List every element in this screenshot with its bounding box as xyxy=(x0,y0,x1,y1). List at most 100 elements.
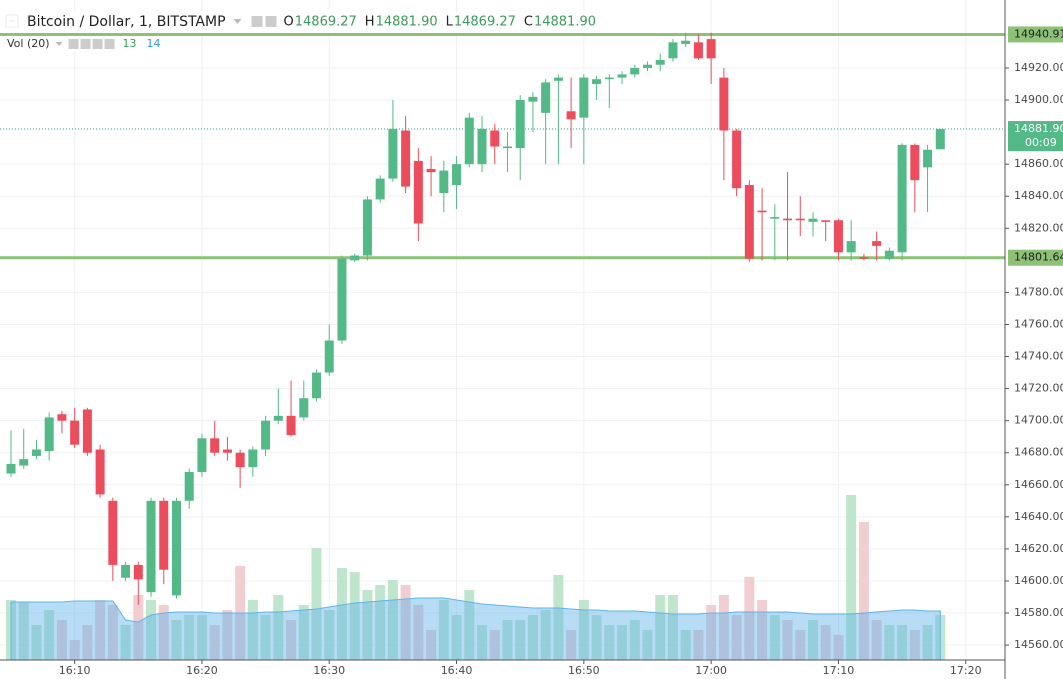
volume-bar xyxy=(349,572,360,660)
volume-bar xyxy=(146,600,157,660)
y-tick-label: 14860.00 xyxy=(1014,157,1063,170)
candle-body xyxy=(528,96,538,102)
ohlc-value: 14881.90 xyxy=(534,15,596,30)
candle-body xyxy=(579,77,589,118)
candle-body xyxy=(859,257,869,259)
volume-bar xyxy=(451,615,462,660)
volume-bar xyxy=(426,630,437,660)
volume-bar xyxy=(489,630,500,660)
volume-bar xyxy=(400,585,411,660)
candle-body xyxy=(324,340,334,373)
volume-bar xyxy=(515,620,526,660)
candle-body xyxy=(108,500,118,565)
candle-body xyxy=(668,42,678,59)
candle-body xyxy=(439,170,449,194)
candle-body xyxy=(808,218,818,222)
y-tick-label: 14600.00 xyxy=(1014,574,1063,587)
candle-body xyxy=(286,415,296,436)
volume-bar xyxy=(731,615,742,660)
volume-bar xyxy=(655,595,666,660)
x-tick-label: 16:10 xyxy=(59,664,91,677)
volume-bar xyxy=(222,610,233,660)
candle-body xyxy=(401,130,411,187)
volume-bar xyxy=(540,610,551,660)
settings-icon xyxy=(265,16,277,27)
candle-body xyxy=(299,398,309,418)
x-tick-label: 16:30 xyxy=(313,664,345,677)
candle-body xyxy=(44,417,54,452)
y-tick-label: 14900.00 xyxy=(1014,93,1063,106)
candle-body xyxy=(210,438,220,453)
volume-bar xyxy=(171,620,182,660)
volume-bar xyxy=(107,605,118,660)
candle-body xyxy=(413,160,423,224)
volume-bar xyxy=(477,625,488,660)
candle-body xyxy=(910,144,920,181)
volume-bar xyxy=(820,625,831,660)
volume-bar xyxy=(286,620,297,660)
candle-body xyxy=(490,130,500,147)
candle-body xyxy=(184,471,194,501)
last-price-label: 14881.90 xyxy=(1014,122,1063,135)
candle-body xyxy=(541,82,551,113)
candle-body xyxy=(426,168,436,173)
indicator-icon xyxy=(104,39,115,49)
volume-bar xyxy=(273,595,284,660)
ohlc-value: 14881.90 xyxy=(376,15,438,30)
candle-body xyxy=(171,500,181,596)
x-tick-label: 16:40 xyxy=(441,664,473,677)
volume-bar xyxy=(795,630,806,660)
candle-body xyxy=(617,74,627,78)
volume-bar xyxy=(667,595,678,660)
volume-bar xyxy=(56,620,67,660)
candle-body xyxy=(273,415,283,421)
volume-bar xyxy=(871,620,882,660)
candle-body xyxy=(630,67,640,75)
volume-bar xyxy=(909,630,920,660)
countdown-label: 00:09 xyxy=(1025,136,1057,149)
volume-bar xyxy=(362,590,373,660)
volume-bar xyxy=(578,600,589,660)
volume-bar xyxy=(31,625,42,660)
volume-bar xyxy=(438,600,449,660)
dropdown-icon[interactable] xyxy=(233,19,242,24)
candle-body xyxy=(375,178,385,200)
x-tick-label: 17:00 xyxy=(695,664,727,677)
candle-body xyxy=(732,130,742,189)
volume-bar xyxy=(769,615,780,660)
volume-bar xyxy=(18,602,29,660)
candles xyxy=(6,32,945,606)
volume-bar xyxy=(846,495,857,660)
y-tick-label: 14840.00 xyxy=(1014,189,1063,202)
candle-body xyxy=(833,220,843,253)
y-tick-label: 14620.00 xyxy=(1014,542,1063,555)
level-label: 14801.64 xyxy=(1014,251,1063,264)
candle-body xyxy=(821,220,831,222)
candle-body xyxy=(235,452,245,468)
volume-bar xyxy=(387,580,398,660)
candle-body xyxy=(6,463,16,474)
candle-body xyxy=(197,438,207,472)
candle-body xyxy=(655,59,665,65)
candle-body xyxy=(133,564,143,580)
settings-icon xyxy=(251,16,263,27)
dropdown-icon[interactable] xyxy=(55,42,63,46)
y-tick-label: 14580.00 xyxy=(1014,606,1063,619)
candle-body xyxy=(566,111,576,120)
candle-body xyxy=(592,79,602,85)
chart-title: Bitcoin / Dollar, 1, BITSTAMP xyxy=(27,14,226,30)
candle-body xyxy=(95,449,105,495)
ohlc-value: 14869.27 xyxy=(295,15,357,30)
volume-bar xyxy=(604,625,615,660)
candle-body xyxy=(643,64,652,68)
candle-body xyxy=(312,372,322,399)
candle-body xyxy=(70,420,80,445)
y-tick-label: 14720.00 xyxy=(1014,382,1063,395)
candle-body xyxy=(681,40,691,44)
candle-body xyxy=(388,128,398,179)
x-tick-label: 17:10 xyxy=(823,664,855,677)
y-tick-label: 14780.00 xyxy=(1014,285,1063,298)
candle-body xyxy=(452,164,462,185)
volume-bar xyxy=(897,625,908,660)
volume-bar xyxy=(502,620,513,660)
